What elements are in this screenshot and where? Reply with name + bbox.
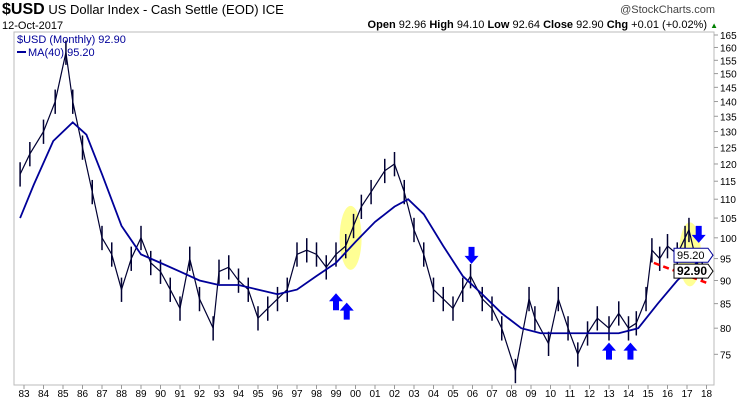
x-tick-label: 10 — [545, 389, 557, 400]
y-tick-label: 155 — [720, 56, 737, 67]
x-tick-label: 05 — [447, 389, 459, 400]
x-tick-label: 98 — [311, 389, 323, 400]
ohlc-summary: Open 92.96 High 94.10 Low 92.64 Close 92… — [368, 19, 718, 31]
y-tick-label: 140 — [720, 98, 737, 109]
close-value: 92.90 — [576, 19, 604, 31]
ma-price-tag-box — [673, 247, 714, 263]
price-series-line — [19, 52, 703, 372]
x-tick-label: 88 — [116, 389, 128, 400]
down-arrow-icon — [691, 225, 706, 243]
x-tick-label: 96 — [272, 389, 284, 400]
y-tick-label: 150 — [720, 70, 737, 81]
y-tick-label: 95 — [720, 255, 732, 266]
triangle-up-icon: ▲ — [710, 21, 718, 30]
high-value: 94.10 — [456, 19, 485, 31]
x-tick-label: 90 — [155, 389, 167, 400]
y-tick-label: 130 — [720, 128, 737, 139]
ma40-series-line — [19, 121, 703, 335]
down-arrow-icon — [464, 246, 479, 264]
y-tick-label: 90 — [720, 276, 732, 287]
x-tick-label: 06 — [467, 389, 479, 400]
x-tick-label: 97 — [291, 389, 303, 400]
x-tick-label: 83 — [18, 389, 30, 400]
legend-ma: MA(40) 95.20 — [28, 47, 95, 59]
high-label: High — [429, 19, 454, 31]
last-price-tag: 92.90 — [677, 264, 707, 278]
low-label: Low — [487, 19, 510, 31]
up-arrow-icon — [339, 302, 354, 320]
open-label: Open — [367, 19, 396, 31]
x-tick-label: 84 — [38, 389, 50, 400]
ma-price-tag: 95.20 — [677, 250, 705, 262]
x-tick-label: 07 — [486, 389, 498, 400]
y-tick-label: 110 — [720, 195, 736, 206]
x-tick-label: 85 — [57, 389, 69, 400]
up-arrow-icon — [623, 342, 638, 360]
x-tick-label: 11 — [565, 389, 576, 400]
x-tick-label: 15 — [642, 389, 654, 400]
x-tick-label: 16 — [662, 389, 674, 400]
x-tick-label: 99 — [330, 389, 342, 400]
x-tick-label: 02 — [389, 389, 401, 400]
y-tick-label: 80 — [720, 324, 732, 335]
plot-area — [13, 31, 715, 386]
open-value: 92.96 — [398, 19, 427, 31]
legend-price: $USD (Monthly) 92.90 — [17, 34, 126, 46]
x-tick-label: 87 — [96, 389, 108, 400]
x-tick-label: 89 — [135, 389, 147, 400]
x-tick-label: 17 — [681, 389, 693, 400]
last-price-tag-box — [673, 263, 714, 279]
x-tick-label: 03 — [408, 389, 420, 400]
y-tick-label: 115 — [720, 177, 736, 188]
chg-value: +0.01 (+0.02%) — [631, 19, 708, 31]
x-tick-label: 91 — [174, 389, 186, 400]
x-tick-label: 86 — [77, 389, 89, 400]
y-tick-label: 105 — [720, 214, 737, 225]
x-tick-label: 12 — [584, 389, 596, 400]
symbol: $USD — [2, 1, 45, 18]
x-tick-label: 13 — [603, 389, 615, 400]
x-tick-label: 92 — [194, 389, 206, 400]
y-tick-label: 85 — [720, 300, 732, 311]
x-tick-label: 09 — [525, 389, 537, 400]
chg-label: Chg — [606, 19, 629, 31]
y-tick-label: 75 — [720, 350, 732, 361]
x-tick-label: 01 — [369, 389, 381, 400]
y-tick-label: 120 — [720, 160, 737, 171]
x-tick-label: 00 — [350, 389, 362, 400]
exchange: ICE — [262, 2, 284, 17]
y-tick-label: 100 — [720, 234, 737, 245]
chart-date: 12-Oct-2017 — [2, 20, 64, 32]
low-value: 92.64 — [512, 19, 541, 31]
x-tick-label: 08 — [506, 389, 518, 400]
y-tick-label: 145 — [720, 83, 737, 94]
x-tick-label: 14 — [623, 389, 635, 400]
x-tick-label: 93 — [213, 389, 225, 400]
y-tick-label: 135 — [720, 112, 737, 123]
y-tick-label: 125 — [720, 143, 737, 154]
watermark: @StockCharts.com — [620, 4, 715, 16]
y-tick-label: 160 — [720, 43, 737, 54]
up-arrow-icon — [602, 342, 616, 360]
x-tick-label: 04 — [428, 389, 440, 400]
x-tick-label: 94 — [233, 389, 245, 400]
up-arrow-icon — [329, 293, 343, 311]
close-label: Close — [543, 19, 574, 31]
y-tick-label: 165 — [720, 31, 737, 42]
chart-title: $USD US Dollar Index - Cash Settle (EOD)… — [2, 1, 284, 19]
x-tick-label: 95 — [252, 389, 264, 400]
instrument-name: US Dollar Index - Cash Settle (EOD) — [48, 2, 259, 17]
x-tick-label: 18 — [701, 389, 713, 400]
